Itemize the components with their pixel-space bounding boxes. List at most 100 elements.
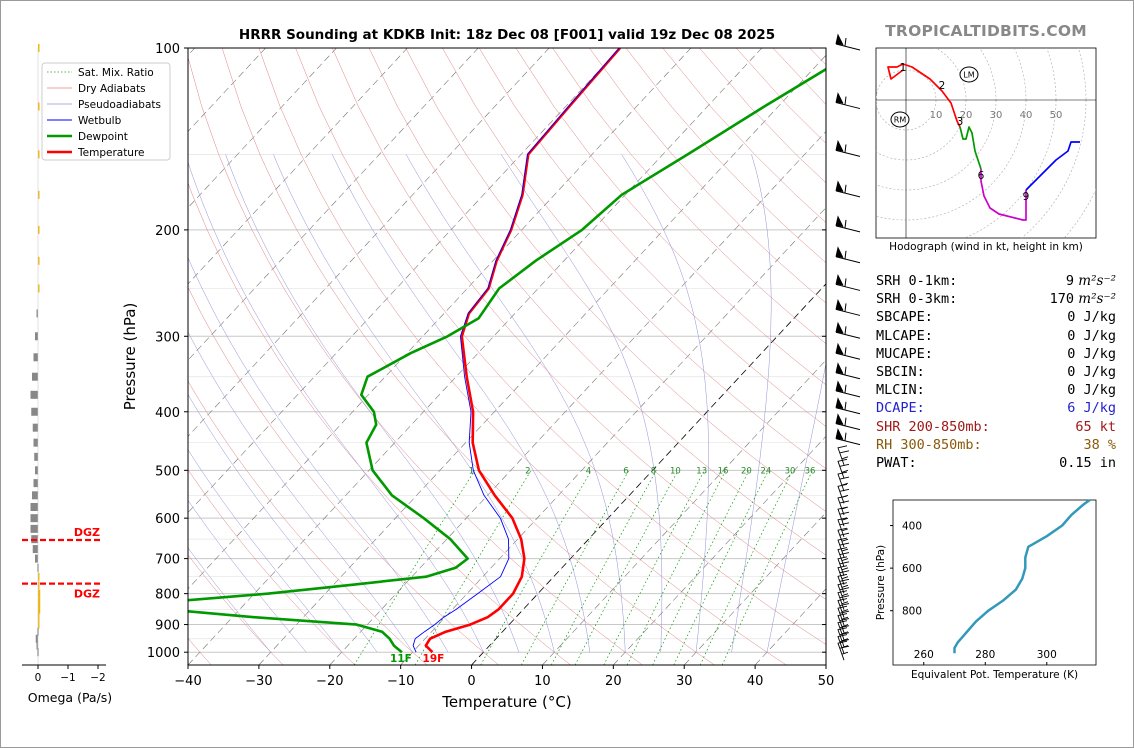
storm-motion-marker xyxy=(959,66,979,83)
omega-bar xyxy=(32,372,38,381)
mixing-ratio-line xyxy=(354,470,475,665)
mixing-ratio-label: 10 xyxy=(670,467,681,477)
brand-watermark: TROPICALTIDBITS.COM xyxy=(885,22,1087,40)
mixing-ratio-label: 2 xyxy=(525,467,530,477)
storm-motion-label: RM xyxy=(894,116,907,125)
hodograph-height-label: 6 xyxy=(978,170,985,182)
wind-barb xyxy=(837,582,850,602)
theta-e-y-tick-label: 600 xyxy=(902,563,922,575)
y-tick-label: 1000 xyxy=(147,646,180,661)
legend-entry: Sat. Mix. Ratio xyxy=(78,67,154,79)
x-tick-label: 0 xyxy=(467,674,475,689)
dry-adiabat xyxy=(258,48,787,665)
pseudoadiabat xyxy=(766,362,826,653)
stat-label: DCAPE: xyxy=(876,400,925,417)
mixing-ratio-label: 4 xyxy=(586,467,591,477)
mixing-ratio-label: 8 xyxy=(651,467,656,477)
stat-value: 0 J/kg xyxy=(1067,364,1116,381)
omega-bar xyxy=(35,332,38,341)
omega-bar xyxy=(38,284,40,293)
stat-row: SRH 0-1km: 9 m²s⁻² xyxy=(876,272,1116,290)
theta-e-x-tick-label: 300 xyxy=(1037,649,1057,661)
mixing-ratio-line xyxy=(521,470,630,665)
legend-entry: Temperature xyxy=(77,147,145,159)
mixing-ratio-label: 36 xyxy=(805,467,816,477)
stat-row: PWAT: 0.15 in xyxy=(876,454,1116,472)
omega-bar xyxy=(35,634,38,643)
mixing-ratio-line xyxy=(652,470,750,665)
mixing-ratio-line xyxy=(699,470,793,665)
hodograph-segment xyxy=(959,126,982,170)
stat-unit: m²s⁻² xyxy=(1074,273,1116,289)
y-tick-label: 400 xyxy=(155,406,180,421)
stat-row: SHR 200-850mb: 65 kt xyxy=(876,418,1116,436)
y-tick-label: 700 xyxy=(155,553,180,568)
wind-barb xyxy=(837,506,850,527)
mixing-ratio-label: 16 xyxy=(718,467,729,477)
stat-value: 0 J/kg xyxy=(1067,345,1116,362)
pseudoadiabat xyxy=(273,154,555,653)
wind-barb xyxy=(835,342,861,360)
omega-tick-label: 0 xyxy=(35,672,42,684)
isotherm xyxy=(188,48,621,513)
y-tick-label: 800 xyxy=(155,588,180,603)
line-temperature xyxy=(424,48,621,654)
x-tick-label: 20 xyxy=(605,674,622,689)
surface-dewpoint-label: 11F xyxy=(390,653,412,665)
wind-barb xyxy=(837,527,850,548)
isotherm xyxy=(188,48,763,665)
isotherm xyxy=(188,48,550,437)
dry-adiabat xyxy=(368,48,826,556)
omega-bar xyxy=(36,641,38,650)
mixing-ratio-label: 20 xyxy=(741,467,752,477)
wind-barb xyxy=(837,565,850,585)
theta-e-y-label: Pressure (hPa) xyxy=(875,545,887,620)
stat-value: 6 J/kg xyxy=(1067,400,1116,417)
line-wetbulb xyxy=(412,48,620,653)
stat-value: 0 J/kg xyxy=(1067,309,1116,326)
omega-bar xyxy=(38,605,41,614)
omega-bar xyxy=(34,452,38,461)
pseudoadiabat xyxy=(621,154,709,653)
omega-bar xyxy=(38,620,40,629)
theta-e-line xyxy=(953,498,1091,654)
isotherm xyxy=(329,130,826,665)
dgz-label: DGZ xyxy=(74,526,100,539)
wind-barb xyxy=(835,215,861,233)
omega-bar xyxy=(38,256,40,265)
omega-bar xyxy=(35,466,38,475)
wind-barb xyxy=(835,428,861,446)
omega-bar xyxy=(33,479,38,488)
wind-barb xyxy=(835,92,861,110)
pseudoadiabat xyxy=(188,449,342,653)
wind-barb xyxy=(837,556,850,576)
omega-bar xyxy=(32,491,38,500)
dry-adiabat xyxy=(188,182,571,665)
omega-bar xyxy=(30,390,38,399)
pseudoadiabat xyxy=(405,154,626,653)
wind-barb xyxy=(835,397,861,415)
wind-barb xyxy=(835,380,861,398)
hodograph-ring-label: 20 xyxy=(960,110,973,121)
x-tick-label: −40 xyxy=(174,674,201,689)
mixing-ratio-line xyxy=(480,470,592,665)
y-tick-label: 900 xyxy=(155,619,180,634)
omega-bar xyxy=(36,309,38,318)
pseudoadiabat xyxy=(188,257,449,653)
wind-barb xyxy=(837,598,850,618)
stat-label: SBCAPE: xyxy=(876,309,933,326)
hodograph-height-label: 1 xyxy=(900,62,907,74)
pseudoadiabat xyxy=(188,547,271,653)
wind-barb xyxy=(837,605,850,626)
x-tick-label: 30 xyxy=(676,674,693,689)
pseudoadiabat xyxy=(188,499,307,653)
y-tick-label: 600 xyxy=(155,512,180,527)
hodograph-segment xyxy=(980,169,1027,221)
stat-label: SHR 200-850mb: xyxy=(876,418,990,435)
wind-barb xyxy=(837,573,850,594)
isotherm xyxy=(471,283,826,665)
wind-barb xyxy=(837,547,850,567)
storm-motion-label: LM xyxy=(963,71,974,80)
stat-value: 65 kt xyxy=(1075,418,1116,435)
stat-row: RH 300-850mb: 38 % xyxy=(876,436,1116,454)
